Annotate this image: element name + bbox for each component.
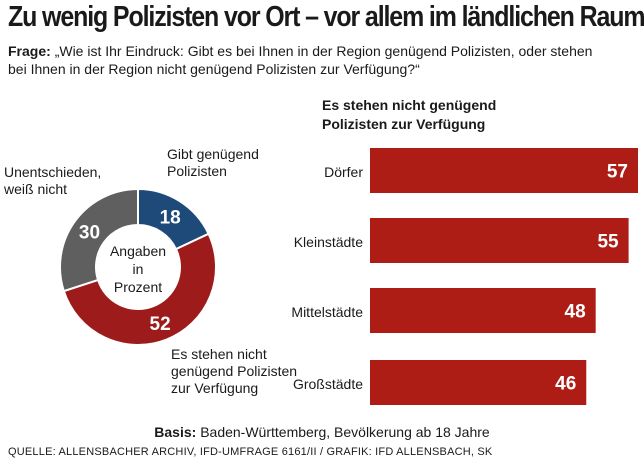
question-lead: Frage: bbox=[8, 43, 51, 59]
category-label-kleinstaedte: Kleinstädte bbox=[293, 234, 363, 250]
category-label-grossstaedte: Großstädte bbox=[292, 376, 363, 392]
donut-value-2: 30 bbox=[79, 223, 100, 244]
bar-3 bbox=[370, 360, 587, 405]
base-note: Basis: Baden-Württemberg, Bevölkerung ab… bbox=[154, 424, 490, 440]
bar-value-2: 48 bbox=[565, 302, 586, 323]
donut-value-0: 18 bbox=[160, 207, 181, 228]
bar-0 bbox=[370, 148, 638, 193]
donut-center-label: Angaben in Prozent bbox=[109, 243, 167, 295]
headline: Zu wenig Polizisten vor Ort – vor allem … bbox=[8, 1, 644, 33]
donut-slice-2 bbox=[59, 187, 139, 293]
source-line: QUELLE: ALLENSBACHER ARCHIV, IFD-UMFRAGE… bbox=[8, 446, 493, 458]
donut-value-1: 52 bbox=[150, 314, 171, 335]
slice-label-unentschieden: Unentschieden, weiß nicht bbox=[4, 164, 102, 197]
bar-value-0: 57 bbox=[607, 162, 628, 183]
donut-slice-1 bbox=[62, 232, 217, 346]
question: Frage: „Wie ist Ihr Eindruck: Gibt es be… bbox=[8, 42, 638, 78]
question-line2: bei Ihnen in der Region nicht genügend P… bbox=[8, 61, 420, 77]
bar-value-1: 55 bbox=[597, 232, 619, 253]
bar-value-3: 46 bbox=[555, 374, 576, 395]
bar-chart-title: Es stehen nicht genügend Polizisten zur … bbox=[322, 97, 497, 132]
bar-1 bbox=[370, 218, 629, 263]
bar-2 bbox=[370, 288, 596, 333]
category-label-doerfer: Dörfer bbox=[324, 164, 363, 180]
category-label-mittelstaedte: Mittelstädte bbox=[291, 304, 363, 320]
slice-label-gibt: Gibt genügend Polizisten bbox=[167, 146, 259, 179]
question-line1: „Wie ist Ihr Eindruck: Gibt es bei Ihnen… bbox=[54, 43, 593, 59]
slice-label-nicht: Es stehen nicht genügend Polizisten zur … bbox=[171, 346, 298, 396]
